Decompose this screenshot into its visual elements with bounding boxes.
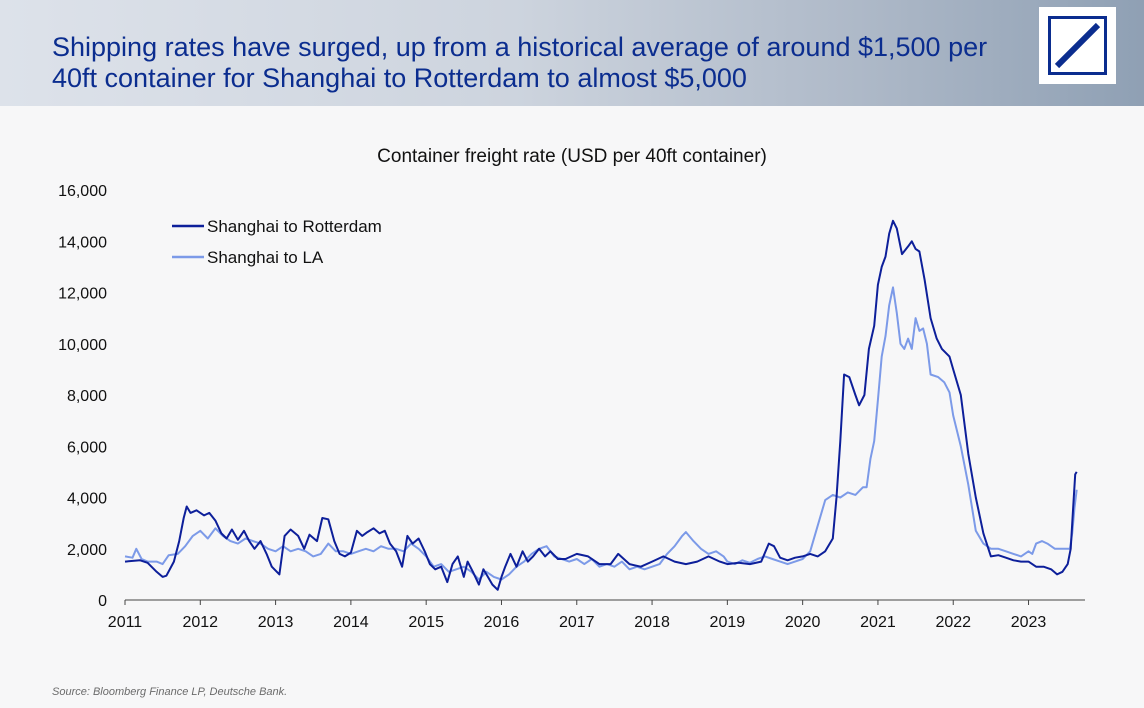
x-tick-label: 2023 — [1011, 614, 1047, 631]
x-tick-label: 2017 — [559, 614, 595, 631]
legend-label-shanghai-rotterdam: Shanghai to Rotterdam — [207, 217, 382, 236]
y-tick-label: 2,000 — [67, 542, 107, 559]
y-tick-label: 6,000 — [67, 439, 107, 456]
x-tick-label: 2011 — [108, 614, 143, 631]
source-note: Source: Bloomberg Finance LP, Deutsche B… — [52, 686, 288, 698]
series-line-shanghai-rotterdam — [124, 219, 1078, 591]
y-tick-label: 8,000 — [67, 388, 107, 405]
legend-label-shanghai-la: Shanghai to LA — [207, 248, 324, 267]
y-tick-label: 0 — [98, 593, 107, 610]
headline: Shipping rates have surged, up from a hi… — [52, 32, 988, 93]
x-tick-label: 2015 — [408, 614, 444, 631]
y-tick-label: 4,000 — [67, 491, 107, 508]
logo-slash-icon — [1054, 22, 1101, 69]
x-tick-label: 2022 — [935, 614, 971, 631]
x-tick-label: 2012 — [182, 614, 218, 631]
y-tick-label: 16,000 — [58, 183, 107, 200]
y-tick-label: 10,000 — [58, 337, 107, 354]
x-tick-label: 2013 — [258, 614, 294, 631]
y-tick-label: 12,000 — [58, 286, 107, 303]
y-tick-label: 14,000 — [58, 234, 107, 251]
deutsche-bank-logo-icon — [1039, 7, 1116, 84]
x-tick-label: 2019 — [710, 614, 746, 631]
x-tick-label: 2016 — [484, 614, 520, 631]
x-tick-label: 2021 — [860, 614, 896, 631]
header-banner: Shipping rates have surged, up from a hi… — [0, 0, 1144, 106]
series-line-shanghai-la — [124, 286, 1078, 581]
x-tick-label: 2020 — [785, 614, 821, 631]
chart-title: Container freight rate (USD per 40ft con… — [377, 146, 767, 167]
logo-frame — [1048, 16, 1107, 75]
x-tick-label: 2018 — [634, 614, 670, 631]
x-tick-label: 2014 — [333, 614, 369, 631]
